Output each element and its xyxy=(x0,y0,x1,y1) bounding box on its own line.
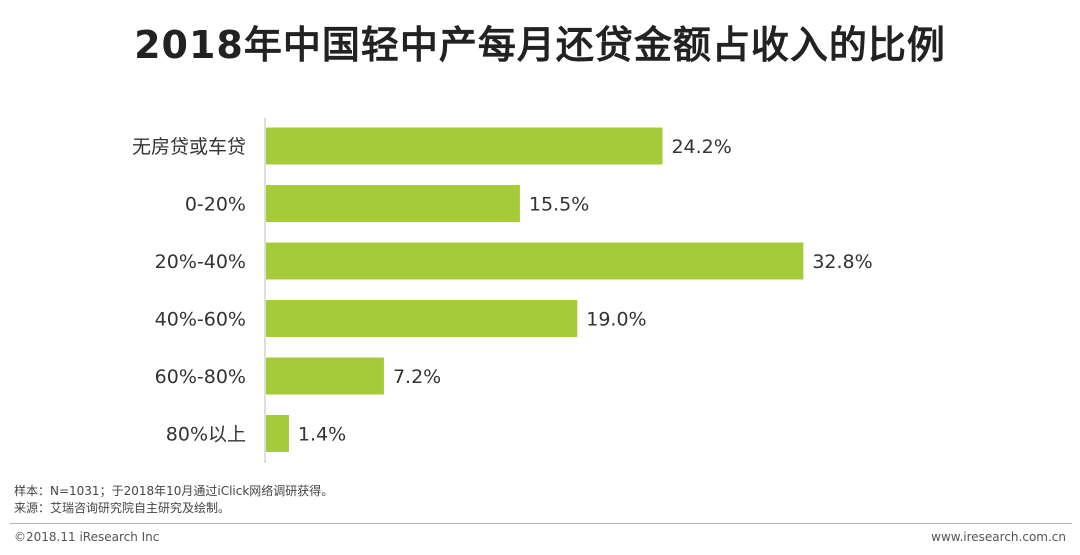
bar-1 xyxy=(266,185,520,222)
chart-notes: 样本：N=1031；于2018年10月通过iClick网络调研获得。 来源：艾瑞… xyxy=(14,483,333,517)
bar-3 xyxy=(266,300,578,337)
category-label-0: 无房贷或车贷 xyxy=(132,136,246,158)
category-label-5: 80%以上 xyxy=(166,424,246,446)
value-label-0: 24.2% xyxy=(671,136,731,158)
source-note: 来源：艾瑞咨询研究院自主研究及绘制。 xyxy=(14,501,231,515)
chart-title: 2018年中国轻中产每月还贷金额占收入的比例 xyxy=(134,23,946,67)
bar-2 xyxy=(266,242,804,280)
category-label-2: 20%-40% xyxy=(155,251,246,273)
category-label-1: 0-20% xyxy=(185,194,246,216)
bar-0 xyxy=(266,127,663,165)
category-label-3: 40%-60% xyxy=(155,309,246,331)
copyright-text: ©2018.11 iResearch Inc xyxy=(14,530,160,544)
bar-chart: 无房贷或车贷 24.2% 0-20% 15.5% 20%-40% 32.8% 40%-60%… xyxy=(132,118,873,463)
category-label-4: 60%-80% xyxy=(155,366,246,388)
bar-5 xyxy=(266,415,289,452)
value-label-2: 32.8% xyxy=(812,251,872,273)
value-label-4: 7.2% xyxy=(393,366,441,388)
bar-4 xyxy=(266,357,384,395)
footer-divider xyxy=(10,523,1072,524)
value-label-1: 15.5% xyxy=(529,194,589,216)
value-label-5: 1.4% xyxy=(298,424,346,446)
bars-layer: 无房贷或车贷 24.2% 0-20% 15.5% 20%-40% 32.8% 40%-60%… xyxy=(132,127,873,452)
sample-note: 样本：N=1031；于2018年10月通过iClick网络调研获得。 xyxy=(14,484,334,498)
website-link[interactable]: www.iresearch.com.cn xyxy=(931,530,1066,544)
value-label-3: 19.0% xyxy=(586,309,646,331)
